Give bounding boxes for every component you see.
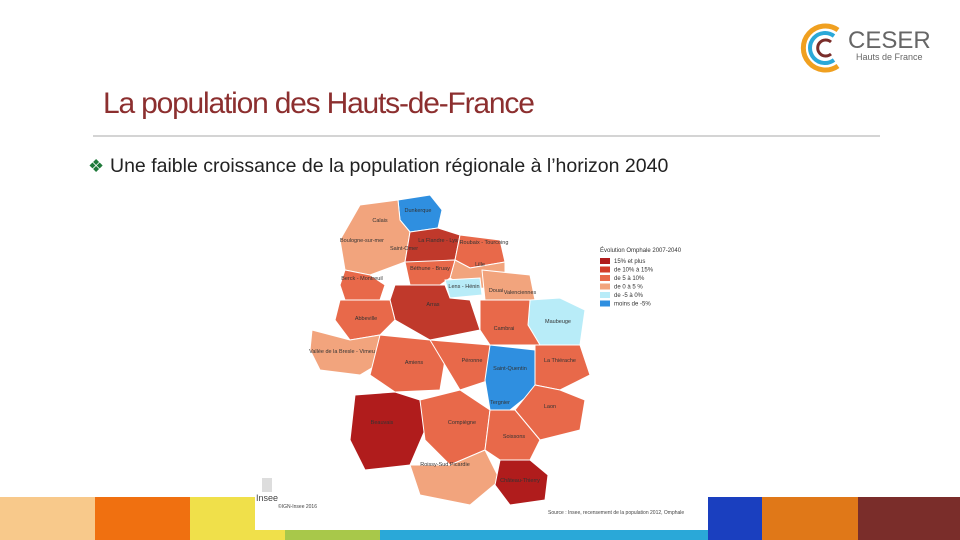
map-legend: Évolution Omphale 2007-2040 15% et plus d… (600, 247, 682, 308)
logo-name: CESER (848, 27, 931, 54)
map-labels: Dunkerque Calais Boulogne-sur-mer Saint-… (309, 208, 576, 484)
legend-swatch (600, 258, 610, 264)
insee-logo: Insee (256, 493, 278, 503)
bullet-text: Une faible croissance de la population r… (110, 155, 668, 177)
legend-swatch (600, 292, 610, 298)
map (309, 194, 591, 506)
legend-label: de -5 à 0% (614, 293, 644, 299)
zone-label: Douai (489, 288, 503, 294)
legend-swatch (600, 275, 610, 281)
legend-swatch (600, 300, 610, 307)
zone-label: Château-Thierry (500, 478, 540, 484)
legend-label: de 10% à 15% (614, 268, 654, 274)
bullet-icon: ❖ (88, 156, 104, 176)
zone-label: Calais (372, 218, 388, 224)
zone-label: Boulogne-sur-mer (340, 238, 384, 244)
logo: CESER Hauts de France (800, 23, 931, 73)
legend-label: 15% et plus (614, 259, 645, 265)
zone-label: Tergnier (490, 400, 510, 406)
zone-label: Roubaix - Tourcoing (460, 240, 509, 246)
zone-label: Arras (426, 302, 439, 308)
zone-label: Vallée de la Bresle - Vimeu (309, 349, 375, 355)
zone-label: Saint-Quentin (493, 366, 527, 372)
copyright: ©IGN-Insee 2016 (278, 503, 317, 510)
zone-label: Abbeville (355, 316, 377, 322)
zone-label: Valenciennes (504, 290, 537, 296)
zone-label: Roissy-Sud Picardie (420, 462, 470, 468)
zone-label: Béthune - Bruay (410, 266, 450, 272)
zone-label: Berck - Montreuil (341, 276, 383, 282)
legend-label: de 0 à 5 % (614, 285, 643, 291)
zone-label: Laon (544, 404, 556, 410)
zone-label: La Flandre - Lys (418, 238, 458, 244)
source: Source : Insee, recensement de la popula… (548, 510, 684, 516)
zone-label: Beauvais (371, 420, 394, 426)
zone-label: Soissons (503, 434, 526, 440)
legend-label: de 5 à 10% (614, 276, 645, 282)
legend-title: Évolution Omphale 2007-2040 (600, 247, 682, 254)
zone-label: Dunkerque (405, 208, 432, 214)
legend-swatch (600, 283, 610, 290)
legend-label: moins de -5% (614, 302, 651, 308)
zone-label: Maubeuge (545, 319, 571, 325)
zone-label: Lille (475, 262, 485, 268)
zone-label: Compiègne (448, 420, 476, 426)
zone-label: Saint-Omer (390, 246, 418, 252)
slide-title: La population des Hauts-de-France (103, 87, 534, 120)
legend-swatch (600, 266, 610, 273)
zone-label: Cambrai (494, 326, 515, 332)
zone-label: La Thiérache (544, 358, 576, 364)
insee-icon (262, 478, 272, 492)
zone-label: Amiens (405, 360, 424, 366)
zone-label: Lens - Hénin (448, 284, 479, 290)
logo-region: Hauts de France (856, 52, 923, 62)
zone-label: Péronne (462, 358, 483, 364)
